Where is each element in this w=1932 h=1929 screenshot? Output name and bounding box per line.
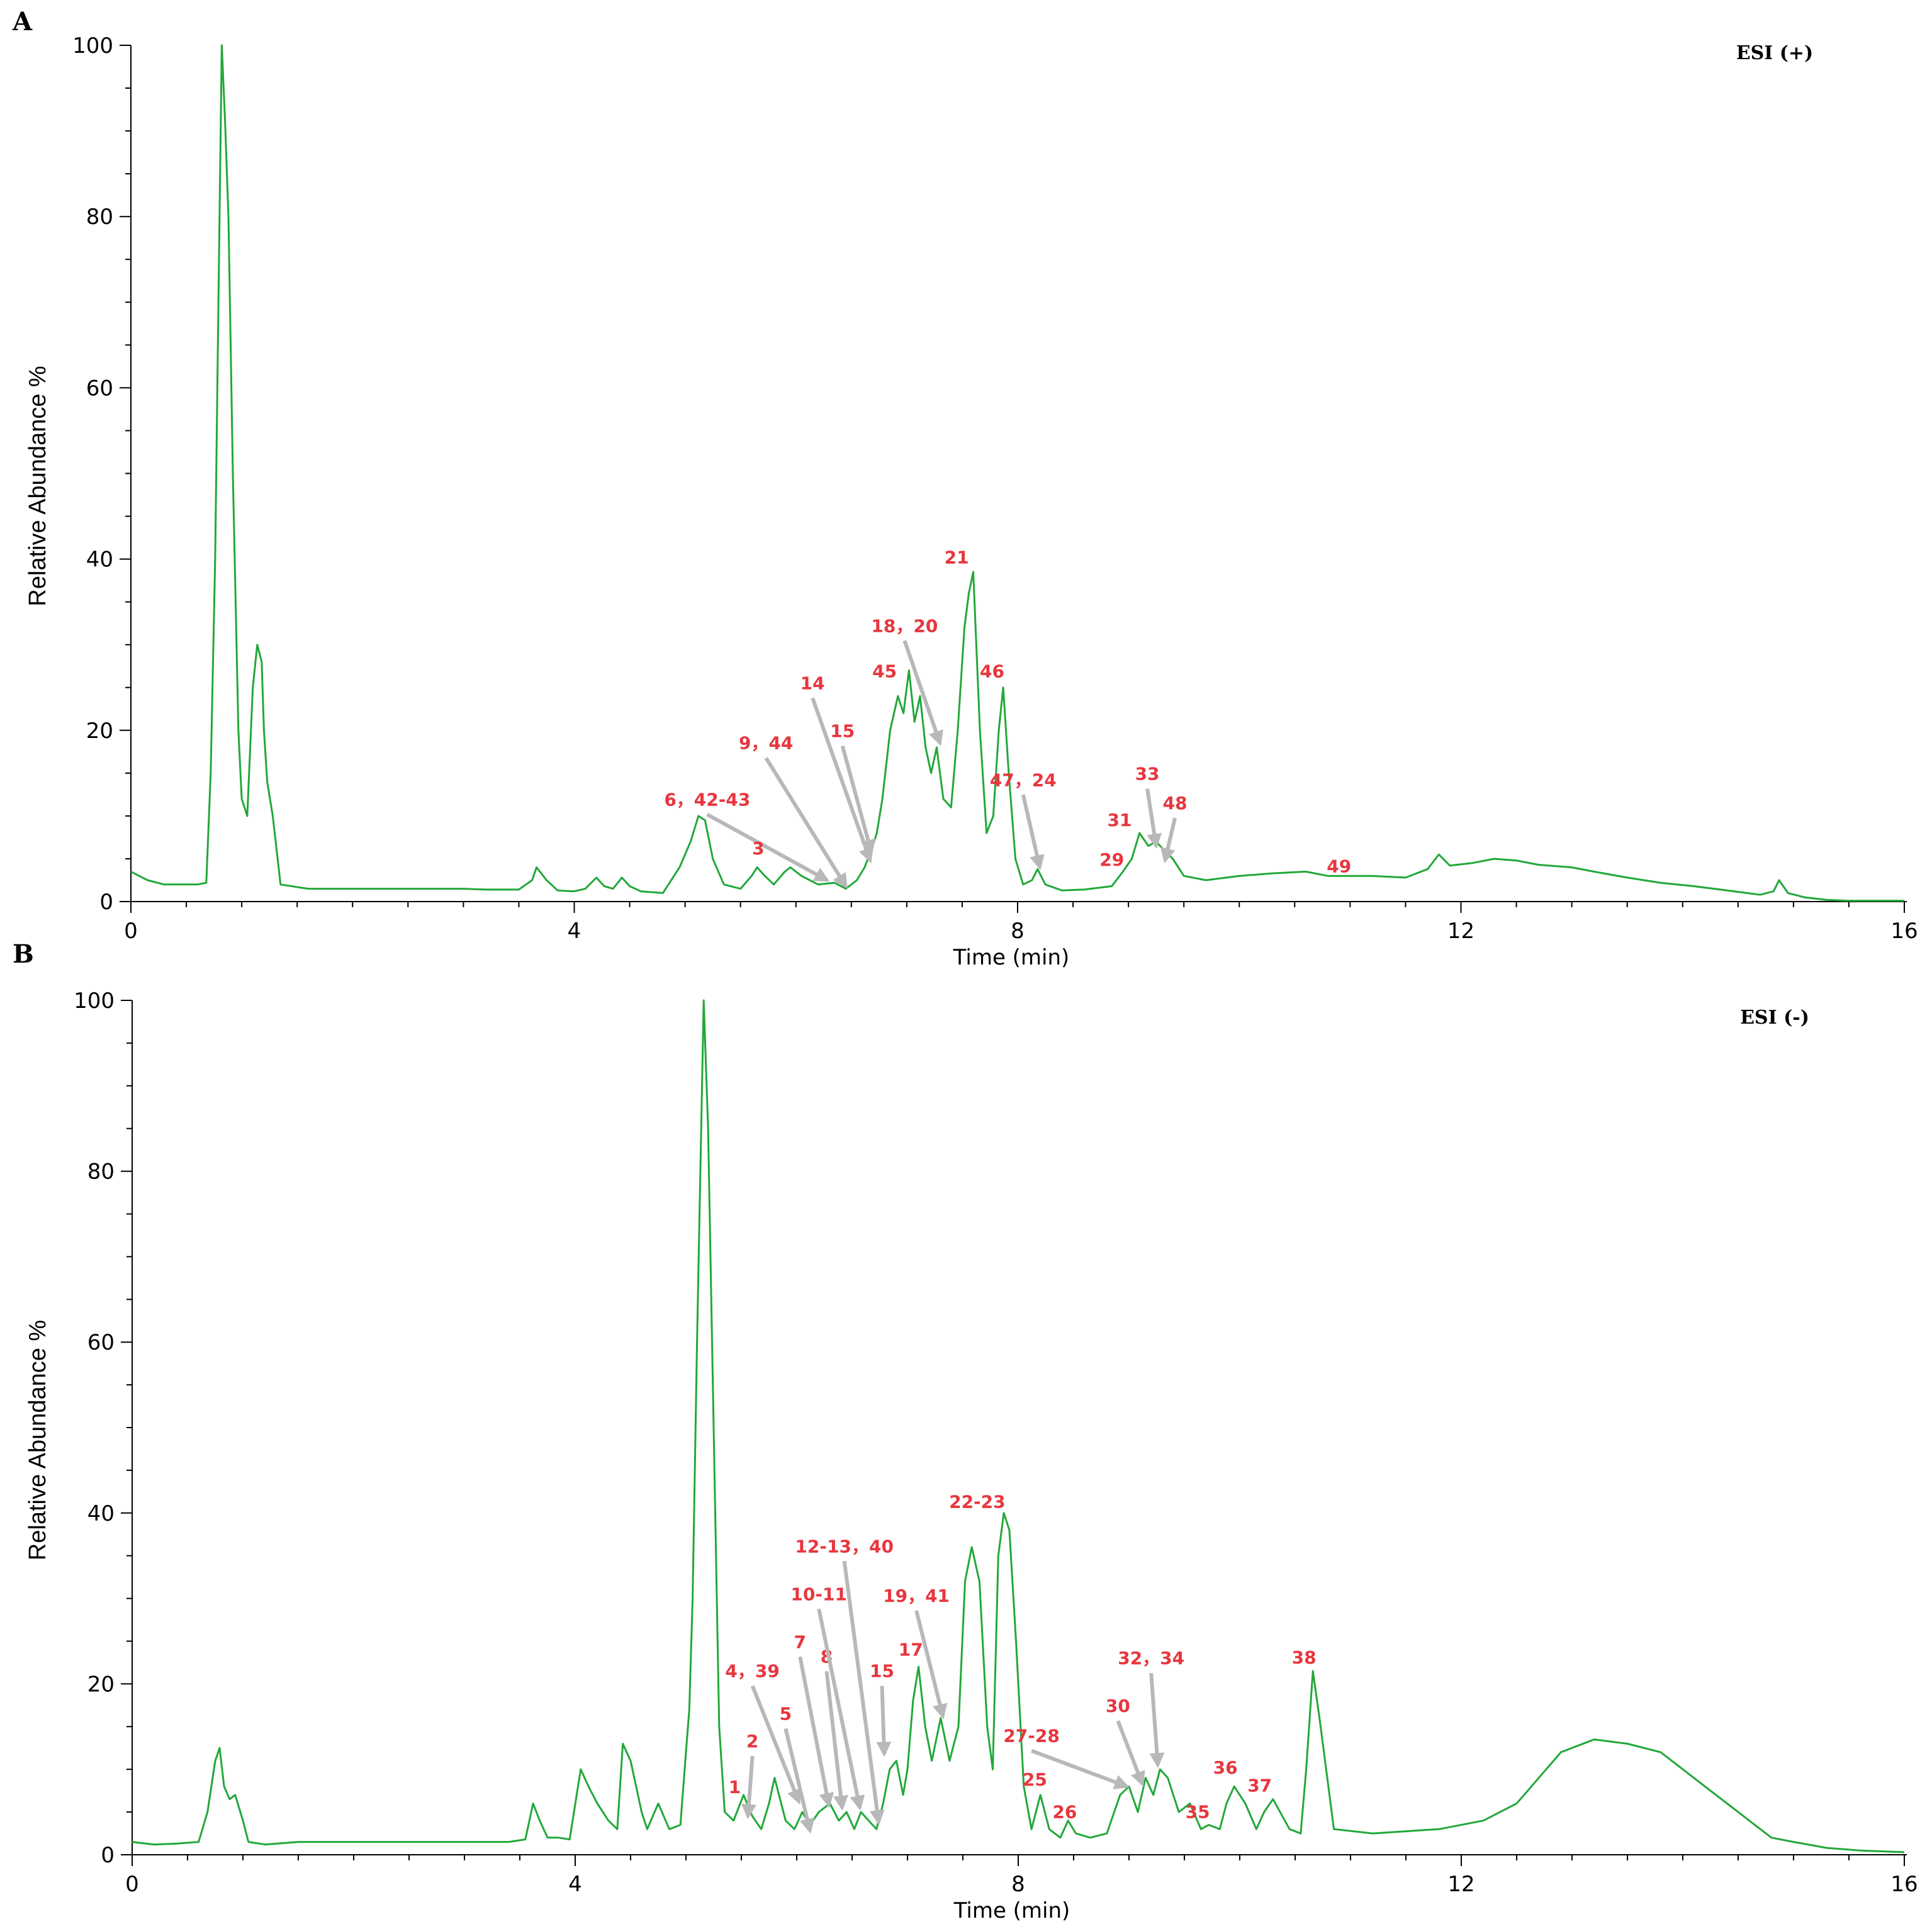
y-tick-label: 80: [86, 204, 113, 230]
ionization-mode-label: ESI (-): [1740, 1007, 1809, 1029]
peak-arrow: [783, 1728, 815, 1834]
peak-label: 38: [1292, 1647, 1317, 1668]
x-tick-label: 0: [125, 1872, 139, 1897]
x-axis-title: Time (min): [953, 945, 1070, 970]
y-tick-label: 0: [99, 890, 113, 915]
peak-label: 33: [1135, 764, 1160, 785]
peak-arrow: [1160, 817, 1177, 864]
y-tick-label: 100: [72, 33, 113, 59]
peak-label: 31: [1108, 810, 1132, 830]
x-tick-label: 16: [1890, 1872, 1918, 1897]
peak-arrow: [750, 1685, 802, 1805]
panel-letter: A: [12, 7, 33, 36]
x-tick-label: 0: [124, 919, 138, 944]
peak-arrow: [842, 1560, 885, 1826]
peak-arrow: [798, 1656, 834, 1808]
x-tick-label: 12: [1447, 1872, 1474, 1897]
peak-label: 21: [945, 547, 969, 568]
x-tick-label: 8: [1011, 919, 1025, 944]
peak-label: 47，24: [990, 769, 1057, 790]
y-tick-label: 40: [87, 1501, 115, 1526]
y-axis-title: Relative Abundance %: [25, 1320, 51, 1560]
peak-label: 7: [794, 1631, 806, 1652]
peak-label: 9，44: [739, 733, 793, 754]
peak-label: 12-13，40: [795, 1536, 894, 1557]
peak-label: 46: [980, 661, 1004, 681]
peak-label: 1: [729, 1777, 741, 1798]
peak-label: 25: [1023, 1769, 1047, 1790]
x-tick-label: 8: [1011, 1872, 1025, 1897]
peak-label: 19，41: [883, 1585, 950, 1606]
chromatogram-trace: [130, 44, 1904, 902]
peak-arrow: [741, 1755, 756, 1820]
peak-label: 14: [800, 673, 825, 693]
peak-label: 17: [899, 1640, 923, 1660]
y-tick-label: 100: [74, 988, 115, 1014]
peak-label: 27-28: [1003, 1726, 1060, 1747]
peak-label: 45: [872, 661, 897, 681]
peak-arrow: [1116, 1720, 1145, 1787]
peak-label: 2: [746, 1731, 758, 1752]
peak-arrow: [914, 1610, 948, 1719]
peak-label: 49: [1327, 856, 1351, 877]
peak-arrow: [764, 757, 848, 889]
peak-arrow: [811, 697, 873, 864]
peak-label: 4，39: [725, 1661, 779, 1682]
x-tick-label: 4: [568, 919, 581, 944]
peak-label: 15: [870, 1661, 894, 1682]
peak-label: 5: [780, 1703, 792, 1724]
panel-letter: B: [13, 939, 34, 969]
peak-arrow: [706, 812, 830, 882]
peak-arrow: [1031, 1748, 1130, 1789]
peak-arrow: [902, 640, 943, 746]
ionization-mode-label: ESI (+): [1736, 42, 1814, 64]
peak-arrow: [1149, 1672, 1165, 1769]
y-tick-label: 40: [86, 547, 113, 573]
peak-arrow: [876, 1686, 892, 1757]
y-tick-label: 20: [86, 718, 113, 744]
y-tick-label: 80: [87, 1160, 115, 1185]
y-tick-label: 0: [101, 1843, 115, 1868]
peak-label: 36: [1213, 1757, 1238, 1778]
x-tick-label: 16: [1890, 919, 1918, 944]
peak-label: 32，34: [1118, 1648, 1184, 1669]
peak-label: 29: [1099, 849, 1124, 870]
peak-label: 48: [1163, 793, 1188, 814]
x-tick-label: 12: [1447, 919, 1474, 944]
peak-arrow: [824, 1671, 848, 1811]
chromatogram-trace: [132, 999, 1905, 1854]
peak-arrow: [1145, 788, 1162, 849]
peak-label: 22-23: [949, 1492, 1006, 1512]
y-tick-label: 60: [87, 1330, 115, 1355]
y-axis-title: Relative Abundance %: [25, 366, 51, 606]
x-tick-label: 4: [568, 1872, 582, 1897]
peak-label: 35: [1186, 1802, 1210, 1823]
peak-label: 6，42-43: [664, 790, 750, 810]
x-axis-title: Time (min): [953, 1898, 1070, 1923]
peak-arrow: [1021, 794, 1045, 871]
peak-label: 26: [1052, 1802, 1077, 1823]
peak-arrow: [817, 1608, 865, 1811]
peak-label: 10-11: [790, 1584, 847, 1604]
peak-label: 37: [1247, 1775, 1272, 1796]
peak-label: 15: [830, 721, 855, 742]
peak-arrow: [840, 745, 876, 855]
peak-label: 18，20: [871, 615, 938, 636]
y-tick-label: 20: [87, 1672, 115, 1697]
peak-label: 3: [752, 838, 764, 859]
peak-label: 30: [1106, 1696, 1130, 1716]
y-tick-label: 60: [86, 376, 113, 401]
